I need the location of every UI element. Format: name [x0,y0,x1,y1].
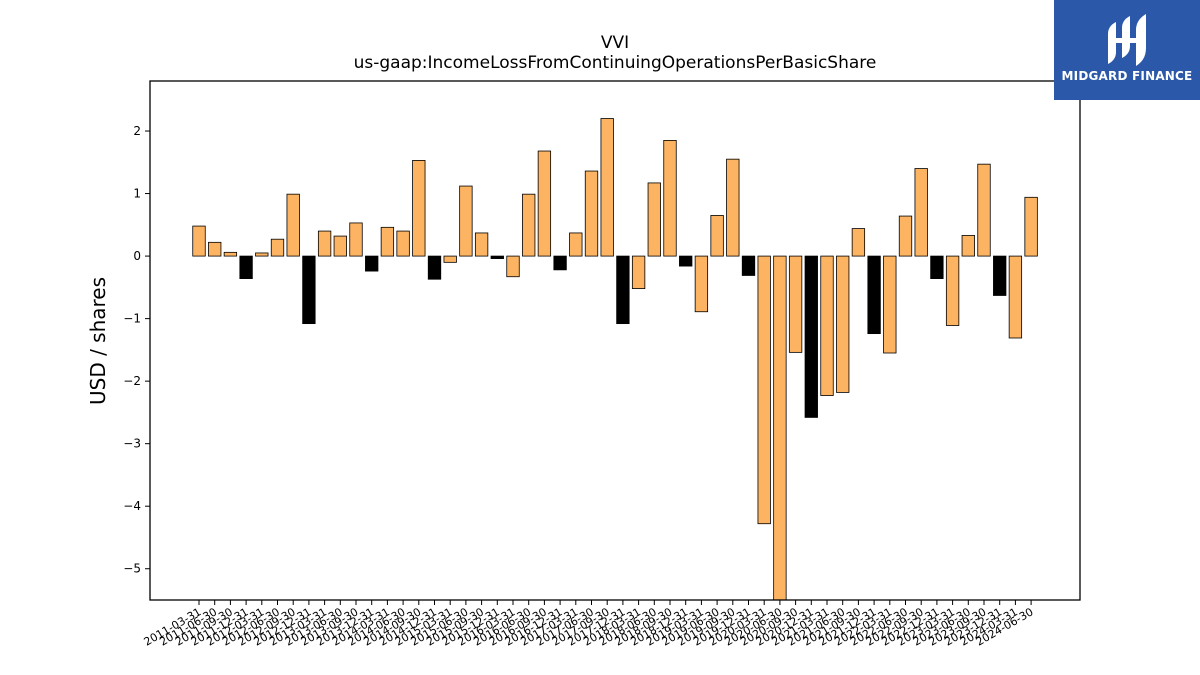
bar-2014-09-30 [412,160,426,257]
midgard-logo-icon [1108,14,1146,66]
y-tick-label: −3 [123,437,141,451]
y-tick-label: 0 [133,249,141,263]
bar-2013-06-30 [333,235,347,257]
bar-2020-06-30 [773,255,787,601]
bar-2018-12-31 [679,255,693,267]
bar-2022-09-30 [914,168,928,257]
bar-2019-06-30 [710,215,724,257]
y-tick-label: −1 [123,312,141,326]
y-axis-ticks: 2 1 0 −1 −2 −3 −4 −5 [123,124,150,576]
bar-2016-12-31 [553,255,567,271]
bar-2022-06-30 [898,215,913,257]
bars-group [192,118,1038,601]
bar-2023-06-30 [961,235,975,257]
x-axis-ticks: 2011-03-312011-06-302011-09-302011-12-31… [142,600,1036,649]
bar-2016-09-30 [537,150,552,257]
bar-2023-09-30 [977,163,991,257]
bar-2017-06-30 [584,170,599,257]
bar-2021-03-31 [820,255,834,396]
bar-2011-06-30 [208,241,222,257]
bar-2016-06-30 [522,193,536,257]
bar-2016-03-31 [506,255,520,278]
bar-2013-09-30 [349,222,363,257]
bar-2015-12-31 [490,255,504,259]
bar-2015-09-30 [474,232,489,257]
bar-2011-12-31 [239,255,253,279]
bar-2019-09-30 [726,158,740,257]
logo-text: MIDGARD FINANCE [1061,69,1193,83]
bar-2017-09-30 [600,118,614,257]
midgard-finance-logo: MIDGARD FINANCE [1054,0,1200,100]
y-axis-label: USD / shares [86,277,110,405]
bar-2019-12-31 [741,255,756,276]
bar-2012-03-31 [255,252,269,257]
bar-2021-12-31 [867,255,881,335]
bar-2018-09-30 [663,140,677,257]
y-tick-label: 2 [133,124,141,138]
bar-2020-12-31 [804,255,818,418]
y-tick-label: −4 [123,499,141,513]
plot-frame [149,80,1081,601]
bar-2021-09-30 [851,228,866,257]
bar-2019-03-31 [694,255,709,313]
bar-2014-12-31 [427,255,442,280]
bar-2012-09-30 [286,193,300,257]
bar-2021-06-30 [836,255,850,393]
bar-2023-12-31 [993,255,1007,296]
bar-2011-03-31 [192,225,206,257]
chart-subtitle: us-gaap:IncomeLossFromContinuingOperatio… [354,53,877,73]
bar-2020-09-30 [788,255,803,353]
bar-2013-12-31 [365,255,379,272]
bar-2017-03-31 [569,232,583,257]
bar-2020-03-31 [757,255,771,525]
y-tick-label: −2 [123,374,141,388]
bar-2011-09-30 [223,251,238,257]
bar-2013-03-31 [317,230,332,257]
bar-2015-03-31 [443,255,457,263]
bar-2015-06-30 [459,185,473,257]
bar-2014-06-30 [396,230,410,257]
chart-title: VVI [601,33,629,53]
bar-2022-03-31 [883,255,897,354]
bar-2023-03-31 [945,255,960,326]
bar-2012-06-30 [270,238,285,257]
bar-2012-12-31 [302,255,316,325]
bar-2018-03-31 [631,255,646,290]
y-tick-label: 1 [133,187,141,201]
bar-2017-12-31 [616,255,630,325]
y-tick-label: −5 [123,562,141,576]
bar-2024-06-30 [1024,196,1038,257]
bar-2022-12-31 [930,255,944,279]
bar-2024-03-31 [1008,255,1023,339]
bar-2014-03-31 [380,226,395,257]
bar-2018-06-30 [647,182,661,257]
